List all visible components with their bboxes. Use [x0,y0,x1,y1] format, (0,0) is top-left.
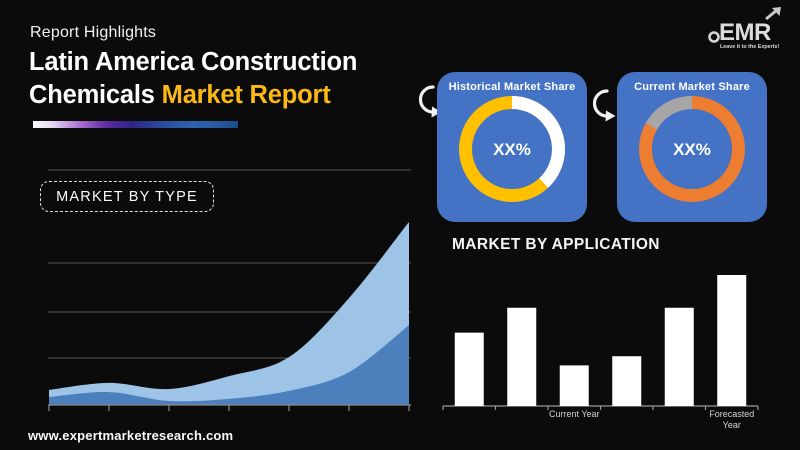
logo-text: EMR [719,19,771,46]
historical-center-value: XX% [493,140,531,159]
current-donut-chart: XX% [639,96,745,202]
current-market-share-card: Current Market Share XX% [617,72,767,222]
historical-donut-chart: XX% [459,96,565,202]
area-series-segment-base [49,325,409,405]
logo-tagline: Leave it to the Experts! [720,44,780,50]
current-card-title: Current Market Share [634,81,750,93]
bar [717,275,747,406]
donut-slice-remainder [459,96,565,202]
bar-axis-label: Forecasted [709,409,754,419]
page-title: Latin America Construction Chemicals Mar… [29,46,357,112]
bar-axis-label: Year [723,420,741,430]
refresh-arrow-icon [592,89,616,122]
page-title-line1: Latin America Construction [29,48,358,76]
area-series-total-market [49,221,409,405]
current-center-value: XX% [673,140,711,159]
logo-ring-icon [708,31,720,43]
footer-url[interactable]: www.expertmarketresearch.com [28,428,234,443]
title-accent: Market Report [161,81,331,109]
emr-logo: EMR Leave it to the Experts! [708,7,781,50]
bar [454,332,484,406]
bar-axis-label: Current Year [549,409,600,419]
market-by-application-label: MARKET BY APPLICATION [452,236,660,253]
bar [664,307,694,406]
page-title-line2: Chemicals Market Report [29,79,357,112]
historical-card-title: Historical Market Share [448,81,576,93]
bar [507,307,537,406]
market-by-type-label: MARKET BY TYPE [40,181,214,212]
logo-arrowhead-icon [772,7,781,16]
logo-arrow-icon [765,8,778,21]
bar [559,365,589,406]
report-eyebrow: Report Highlights [30,24,157,41]
title-underline-gradient [33,121,238,128]
donut-slice-remainder [639,96,745,202]
page-title-line2-white: Chemicals [29,81,155,109]
bar [612,356,642,406]
refresh-arrow-icon [418,85,442,118]
historical-market-share-card: Historical Market Share XX% [437,72,587,222]
